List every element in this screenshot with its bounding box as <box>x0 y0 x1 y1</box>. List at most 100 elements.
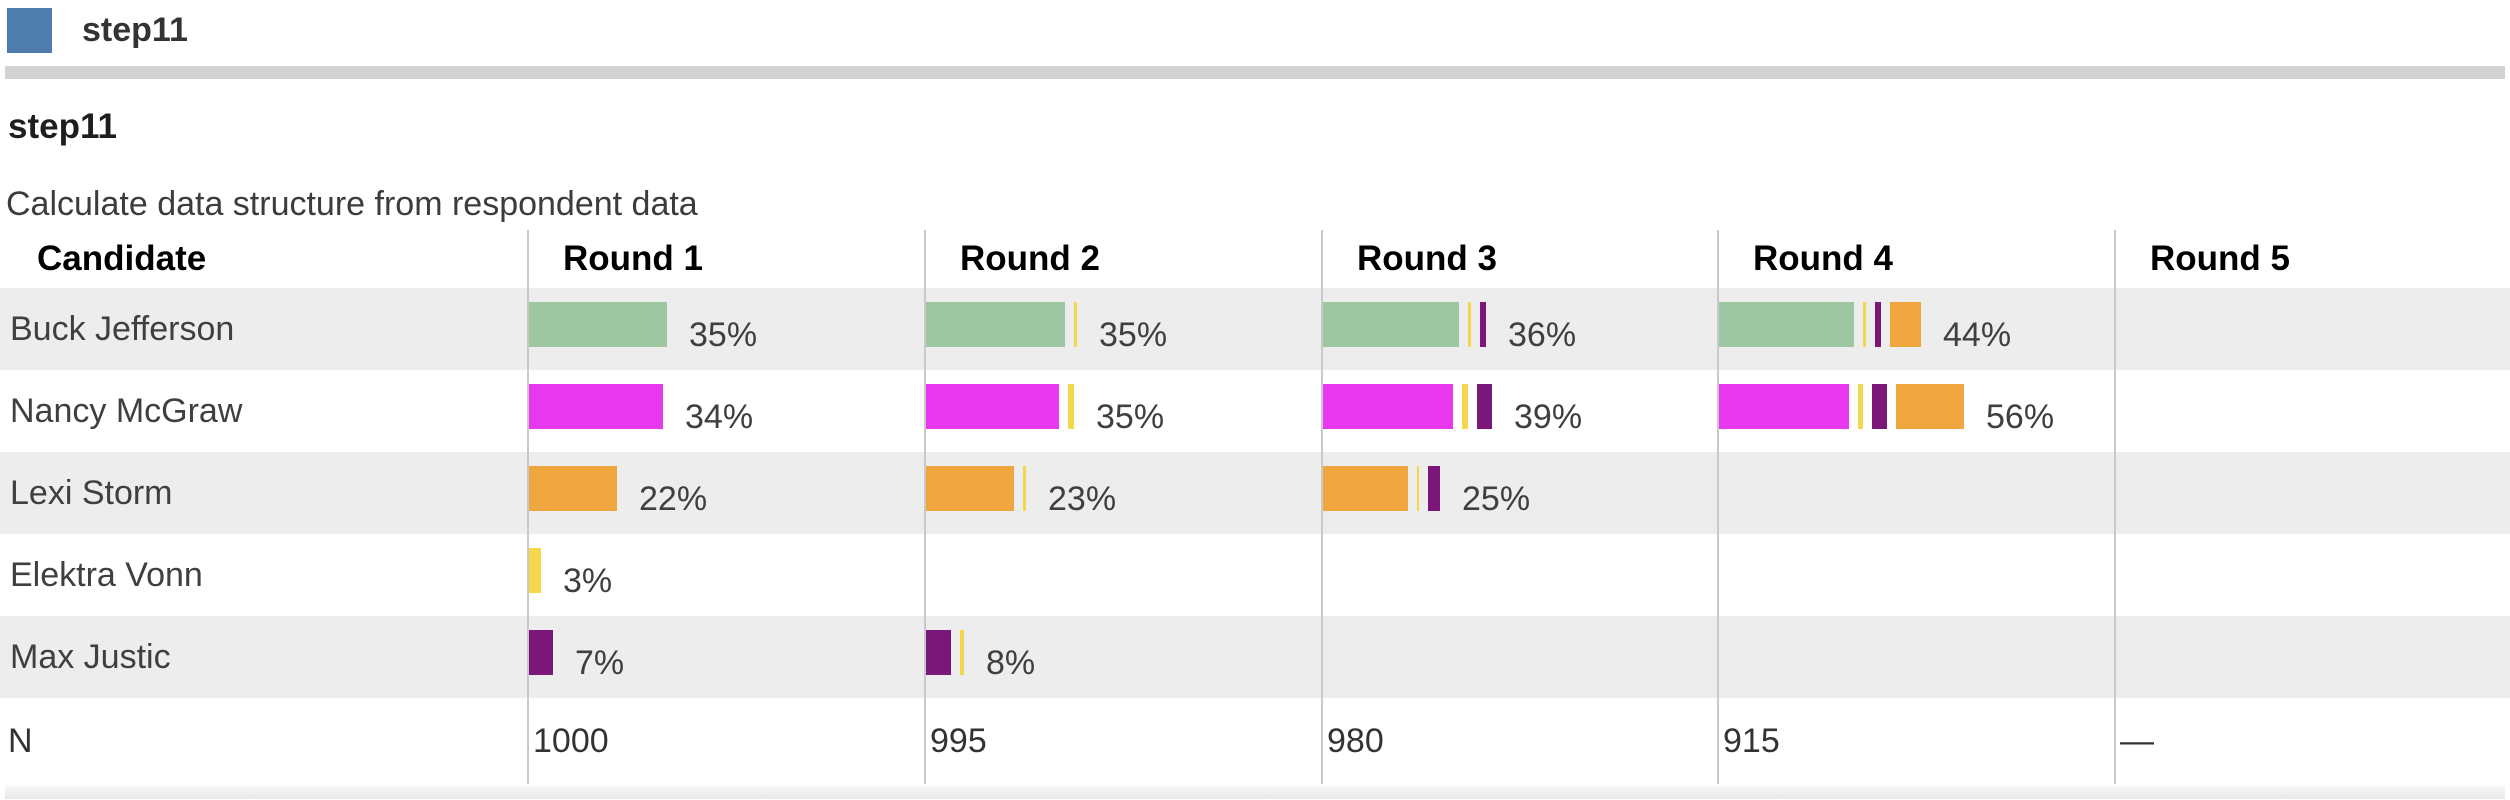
tab-label: step11 <box>82 11 188 49</box>
candidate-name: Lexi Storm <box>10 473 173 512</box>
column-header-round-5: Round 5 <box>2150 239 2290 278</box>
column-divider <box>1717 230 1719 784</box>
round-cell-3-nancy-mcgraw: 39% <box>1322 370 1718 452</box>
round-cell-2-lexi-storm: 23% <box>925 452 1322 534</box>
bar-segment-buck <box>1323 301 1459 347</box>
bar-segment-max <box>1872 383 1887 429</box>
result-bar <box>529 452 617 534</box>
result-bar <box>926 616 964 698</box>
round-cell-2-buck-jefferson: 35% <box>925 288 1322 370</box>
column-header-round-3: Round 3 <box>1357 239 1497 278</box>
result-bar <box>1323 452 1440 534</box>
result-bar <box>926 452 1026 534</box>
n-row-label: N <box>8 721 33 760</box>
round-cell-5-lexi-storm <box>2115 452 2510 534</box>
bar-segment-elektra <box>1858 383 1863 429</box>
round-cell-4-buck-jefferson: 44% <box>1718 288 2115 370</box>
result-bar <box>1323 288 1486 370</box>
bar-segment-max <box>1477 383 1492 429</box>
candidate-name: Max Justic <box>10 637 171 676</box>
result-bar <box>1323 370 1492 452</box>
column-header-round-4: Round 4 <box>1753 239 1893 278</box>
candidate-name: Nancy McGraw <box>10 391 243 430</box>
result-bar <box>926 370 1074 452</box>
column-header-candidate: Candidate <box>37 239 207 278</box>
bar-segment-buck <box>529 301 667 347</box>
column-header-round-2: Round 2 <box>960 239 1100 278</box>
n-value-round-3: 980 <box>1327 721 1384 760</box>
bar-segment-lexi <box>1896 383 1964 429</box>
bar-value-label: 39% <box>1514 397 1583 436</box>
bar-segment-max <box>529 629 553 675</box>
round-cell-4-elektra-vonn <box>1718 534 2115 616</box>
round-cell-4-nancy-mcgraw: 56% <box>1718 370 2115 452</box>
round-cell-1-nancy-mcgraw: 34% <box>528 370 925 452</box>
round-cell-2-max-justic: 8% <box>925 616 1322 698</box>
round-cell-5-elektra-vonn <box>2115 534 2510 616</box>
round-cell-3-elektra-vonn <box>1322 534 1718 616</box>
column-divider <box>2114 230 2116 784</box>
bar-segment-elektra <box>1023 465 1026 511</box>
column-divider <box>527 230 529 784</box>
round-cell-3-max-justic <box>1322 616 1718 698</box>
round-cell-1-lexi-storm: 22% <box>528 452 925 534</box>
bar-segment-lexi <box>926 465 1014 511</box>
bar-value-label: 23% <box>1048 479 1117 518</box>
n-value-round-2: 995 <box>930 721 987 760</box>
candidate-name: Buck Jefferson <box>10 309 235 348</box>
bar-segment-lexi <box>529 465 617 511</box>
n-value-round-1: 1000 <box>533 721 609 760</box>
bar-segment-max <box>1428 465 1440 511</box>
bar-value-label: 34% <box>685 397 754 436</box>
bar-segment-max <box>926 629 951 675</box>
bar-segment-elektra <box>960 629 964 675</box>
bar-value-label: 7% <box>575 643 625 682</box>
result-bar <box>1719 288 1921 370</box>
rcv-results-table: Candidate Round 1 Round 2 Round 3 Round 4 Rou… <box>0 230 2510 784</box>
tab-step11[interactable]: step11 <box>7 8 188 53</box>
round-cell-4-lexi-storm <box>1718 452 2115 534</box>
candidate-name: Elektra Vonn <box>10 555 203 594</box>
bar-value-label: 35% <box>1096 397 1165 436</box>
bar-segment-nancy <box>529 383 663 429</box>
bar-value-label: 35% <box>1099 315 1168 354</box>
bar-segment-max <box>1480 301 1486 347</box>
bar-segment-lexi <box>1323 465 1408 511</box>
bar-value-label: 35% <box>689 315 758 354</box>
bar-segment-elektra <box>1417 465 1419 511</box>
bar-segment-elektra <box>1074 301 1077 347</box>
bar-segment-nancy <box>926 383 1059 429</box>
result-bar <box>529 616 553 698</box>
result-bar <box>926 288 1077 370</box>
tab-color-swatch-icon <box>7 8 52 53</box>
round-cell-1-elektra-vonn: 3% <box>528 534 925 616</box>
horizontal-scrollbar-top[interactable] <box>5 66 2505 79</box>
round-cell-5-nancy-mcgraw <box>2115 370 2510 452</box>
table-row-elektra-vonn: Elektra Vonn 3% <box>0 534 2510 616</box>
n-row: N 1000 995 980 915 — <box>0 698 2510 784</box>
bar-value-label: 8% <box>986 643 1036 682</box>
round-cell-2-elektra-vonn <box>925 534 1322 616</box>
table-row-lexi-storm: Lexi Storm 22% 23% 25% <box>0 452 2510 534</box>
column-divider <box>1321 230 1323 784</box>
round-cell-1-buck-jefferson: 35% <box>528 288 925 370</box>
bar-segment-elektra <box>1468 301 1471 347</box>
bar-segment-elektra <box>1863 301 1866 347</box>
bar-value-label: 36% <box>1508 315 1577 354</box>
column-header-round-1: Round 1 <box>563 239 703 278</box>
result-bar <box>529 534 541 616</box>
bar-value-label: 44% <box>1943 315 2012 354</box>
round-cell-5-buck-jefferson <box>2115 288 2510 370</box>
round-cell-5-max-justic <box>2115 616 2510 698</box>
bar-segment-nancy <box>1323 383 1453 429</box>
bar-value-label: 25% <box>1462 479 1531 518</box>
n-value-round-5: — <box>2120 721 2154 760</box>
bar-segment-elektra <box>529 547 541 593</box>
bar-segment-elektra <box>1462 383 1468 429</box>
round-cell-2-nancy-mcgraw: 35% <box>925 370 1322 452</box>
bar-segment-buck <box>926 301 1065 347</box>
bar-value-label: 22% <box>639 479 708 518</box>
horizontal-scrollbar-bottom[interactable] <box>5 786 2505 799</box>
round-cell-3-buck-jefferson: 36% <box>1322 288 1718 370</box>
result-bar <box>529 370 663 452</box>
